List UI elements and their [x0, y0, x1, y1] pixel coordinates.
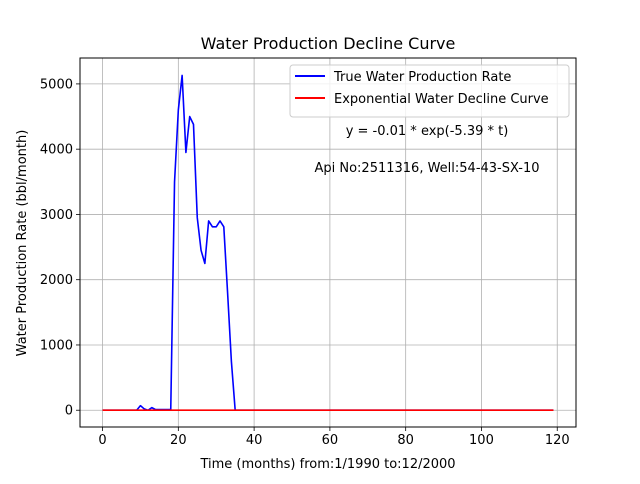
well-annotation: Api No:2511316, Well:54-43-SX-10 — [314, 161, 539, 176]
plot-frame — [79, 57, 577, 428]
series-layer — [102, 74, 554, 412]
equation-annotation: y = -0.01 * exp(-5.39 * t) — [346, 124, 509, 139]
legend-label-true-rate: True Water Production Rate — [333, 70, 511, 85]
y-ticks: 0 1000 2000 3000 4000 5000 — [40, 77, 80, 419]
x-tick-label: 20 — [170, 433, 187, 448]
legend: True Water Production Rate Exponential W… — [289, 64, 570, 118]
y-tick-label: 3000 — [40, 208, 73, 223]
x-tick-label: 0 — [98, 433, 106, 448]
x-tick-label: 120 — [545, 433, 570, 448]
y-tick-label: 4000 — [40, 143, 73, 158]
x-tick-label: 80 — [397, 433, 414, 448]
x-axis-label: Time (months) from:1/1990 to:12/2000 — [199, 457, 455, 472]
legend-box — [289, 64, 570, 118]
y-tick-label: 0 — [65, 404, 73, 419]
y-axis-label: Water Production Rate (bbl/month) — [15, 130, 30, 357]
x-tick-label: 60 — [322, 433, 339, 448]
y-tick-label: 2000 — [40, 273, 73, 288]
chart-title: Water Production Decline Curve — [201, 34, 456, 53]
x-ticks: 0 20 40 60 80 100 120 — [98, 427, 570, 448]
x-tick-label: 40 — [246, 433, 263, 448]
y-tick-label: 5000 — [40, 77, 73, 92]
y-tick-label: 1000 — [40, 338, 73, 353]
legend-label-decline-curve: Exponential Water Decline Curve — [334, 92, 549, 107]
x-tick-label: 100 — [469, 433, 494, 448]
